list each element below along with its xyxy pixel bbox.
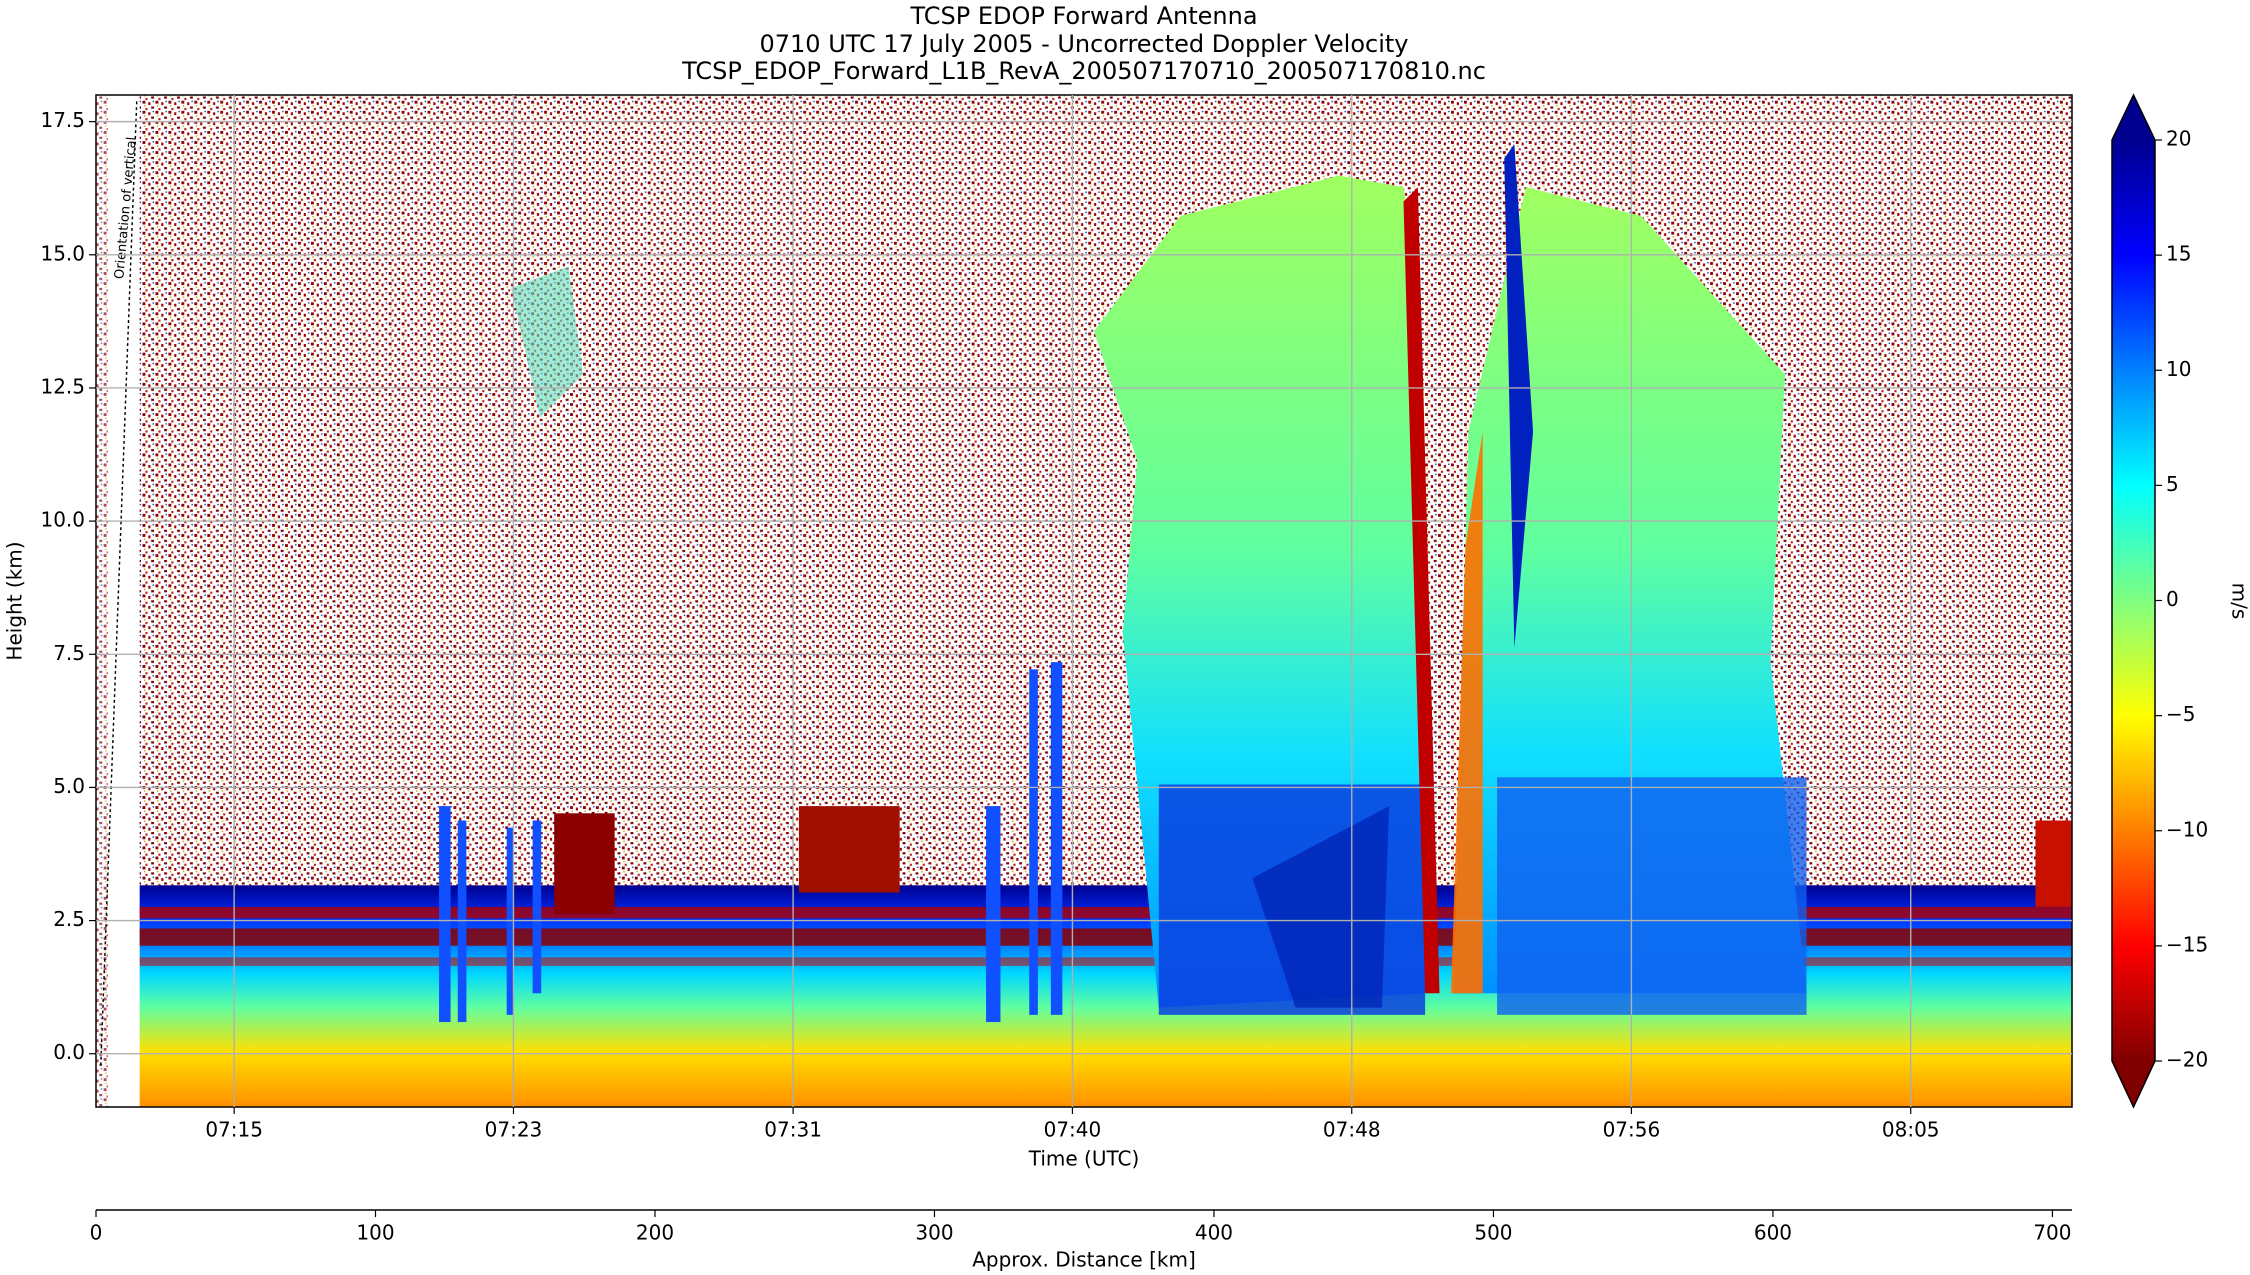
y-tick-label: 2.5 xyxy=(53,907,85,931)
colorbar-label: m/s xyxy=(2228,583,2250,620)
x-tick-label: 08:05 xyxy=(1882,1118,1940,1142)
colorbar-tick-label: −20 xyxy=(2166,1048,2208,1072)
x2-tick-label: 200 xyxy=(636,1221,674,1245)
x2-axis-label: Approx. Distance [km] xyxy=(972,1248,1196,1272)
y-tick-label: 15.0 xyxy=(40,241,85,265)
x-tick-label: 07:23 xyxy=(485,1118,543,1142)
x-tick-label: 07:56 xyxy=(1603,1118,1661,1142)
colorbar xyxy=(2111,93,2156,1109)
colorbar-tick-label: −5 xyxy=(2166,702,2195,726)
y-axis-label: Height (km) xyxy=(3,541,27,660)
chart-title: 0710 UTC 17 July 2005 - Uncorrected Dopp… xyxy=(759,30,1408,58)
chart-title: TCSP EDOP Forward Antenna xyxy=(909,2,1257,30)
x2-tick-label: 300 xyxy=(915,1221,953,1245)
x2-tick-label: 500 xyxy=(1474,1221,1512,1245)
y-tick-label: 0.0 xyxy=(53,1040,85,1064)
radar-image xyxy=(96,95,2072,1107)
x-tick-label: 07:31 xyxy=(764,1118,822,1142)
y-tick-label: 7.5 xyxy=(53,641,85,665)
y-tick-label: 10.0 xyxy=(40,508,85,532)
colorbar-tick-label: 20 xyxy=(2166,127,2191,151)
colorbar-tick-label: −15 xyxy=(2166,932,2208,956)
x-tick-label: 07:48 xyxy=(1323,1118,1381,1142)
y-tick-label: 5.0 xyxy=(53,774,85,798)
plot-frame xyxy=(95,94,2073,1108)
x2-tick-label: 0 xyxy=(90,1221,103,1245)
x2-tick-label: 700 xyxy=(2033,1221,2071,1245)
x-tick-label: 07:15 xyxy=(205,1118,263,1142)
y-tick-label: 12.5 xyxy=(40,374,85,398)
colorbar-tick-label: 15 xyxy=(2166,242,2191,266)
x2-tick-label: 400 xyxy=(1195,1221,1233,1245)
colorbar-tick-label: 0 xyxy=(2166,587,2179,611)
colorbar-tick-label: −10 xyxy=(2166,817,2208,841)
x-tick-label: 07:40 xyxy=(1044,1118,1102,1142)
x2-tick-label: 100 xyxy=(356,1221,394,1245)
x2-tick-label: 600 xyxy=(1754,1221,1792,1245)
chart-title: TCSP_EDOP_Forward_L1B_RevA_200507170710_… xyxy=(681,57,1486,85)
y-tick-label: 17.5 xyxy=(40,108,85,132)
colorbar-tick-label: 10 xyxy=(2166,357,2191,381)
x-axis-label: Time (UTC) xyxy=(1028,1147,1140,1171)
colorbar-tick-label: 5 xyxy=(2166,472,2179,496)
